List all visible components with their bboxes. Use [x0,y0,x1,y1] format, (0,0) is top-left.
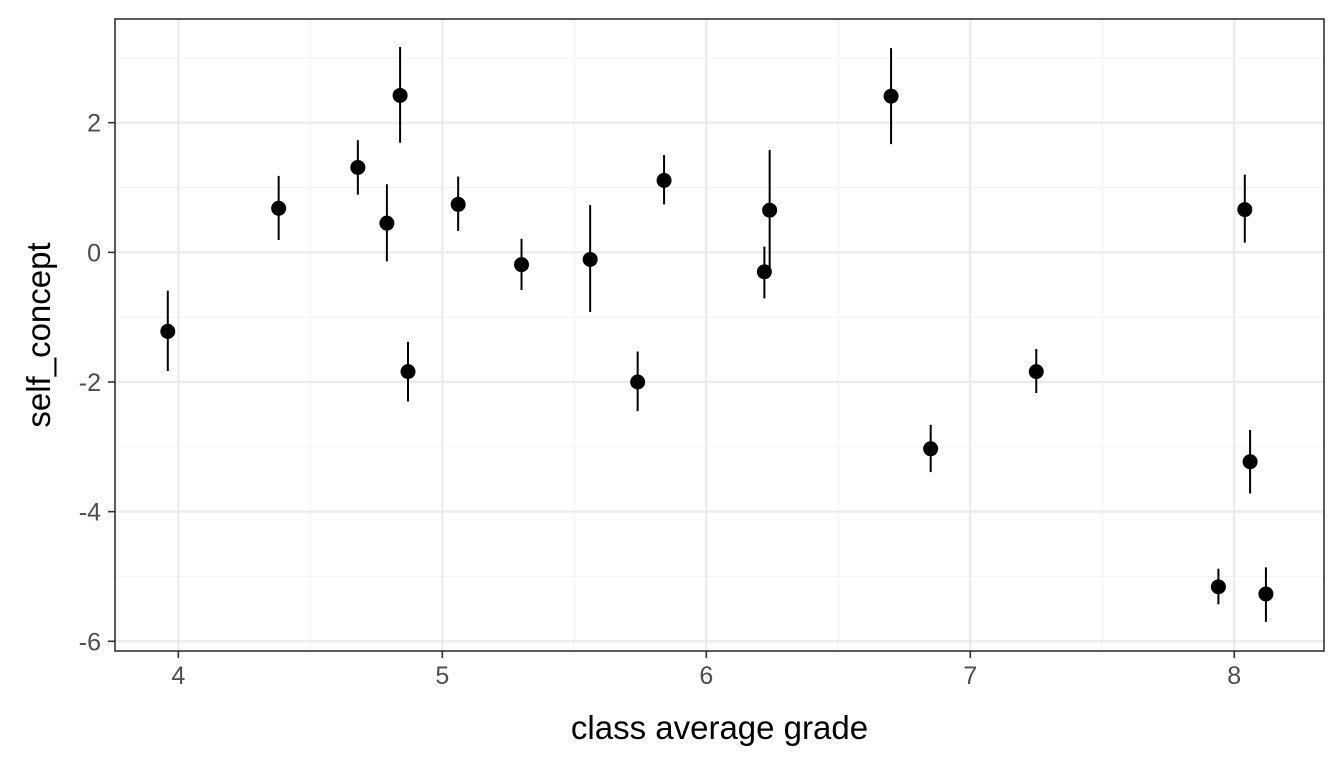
minor-grid [115,19,1324,651]
x-tick-label: 6 [699,662,713,690]
x-axis-title: class average grade [571,709,868,746]
data-marks [160,46,1274,622]
major-grid [115,19,1324,651]
data-point [883,88,899,104]
data-point [1210,579,1226,595]
axis-ticks [108,121,1236,658]
data-point [1028,364,1044,380]
plot-panel-border [114,18,1325,652]
data-point [1258,586,1274,602]
y-tick-label: 0 [87,239,101,267]
data-point [582,251,598,267]
data-point [756,264,772,280]
y-tick-label: 2 [87,110,101,138]
data-point [1237,202,1253,218]
data-point [392,87,408,103]
data-point [514,257,530,273]
y-axis-title: self_concept [20,242,57,427]
data-point [1242,454,1258,470]
x-tick-label: 8 [1227,662,1241,690]
y-tick-label: -2 [79,369,101,397]
data-point [271,200,287,216]
y-tick-label: -4 [79,499,101,527]
x-tick-label: 5 [435,662,449,690]
data-point [400,364,416,380]
data-point [923,441,939,457]
data-point [350,159,366,175]
plot-panel-background [115,19,1324,651]
x-tick-label: 7 [963,662,977,690]
tick-labels: 4 5 6 7 8 -6 -4 -2 0 2 [79,110,1241,690]
x-tick-label: 4 [171,662,185,690]
data-point [379,215,395,231]
data-point [762,202,778,218]
data-point [630,374,646,390]
data-point [656,172,672,188]
data-point [450,196,466,212]
data-point [160,323,176,339]
y-tick-label: -6 [79,628,101,656]
